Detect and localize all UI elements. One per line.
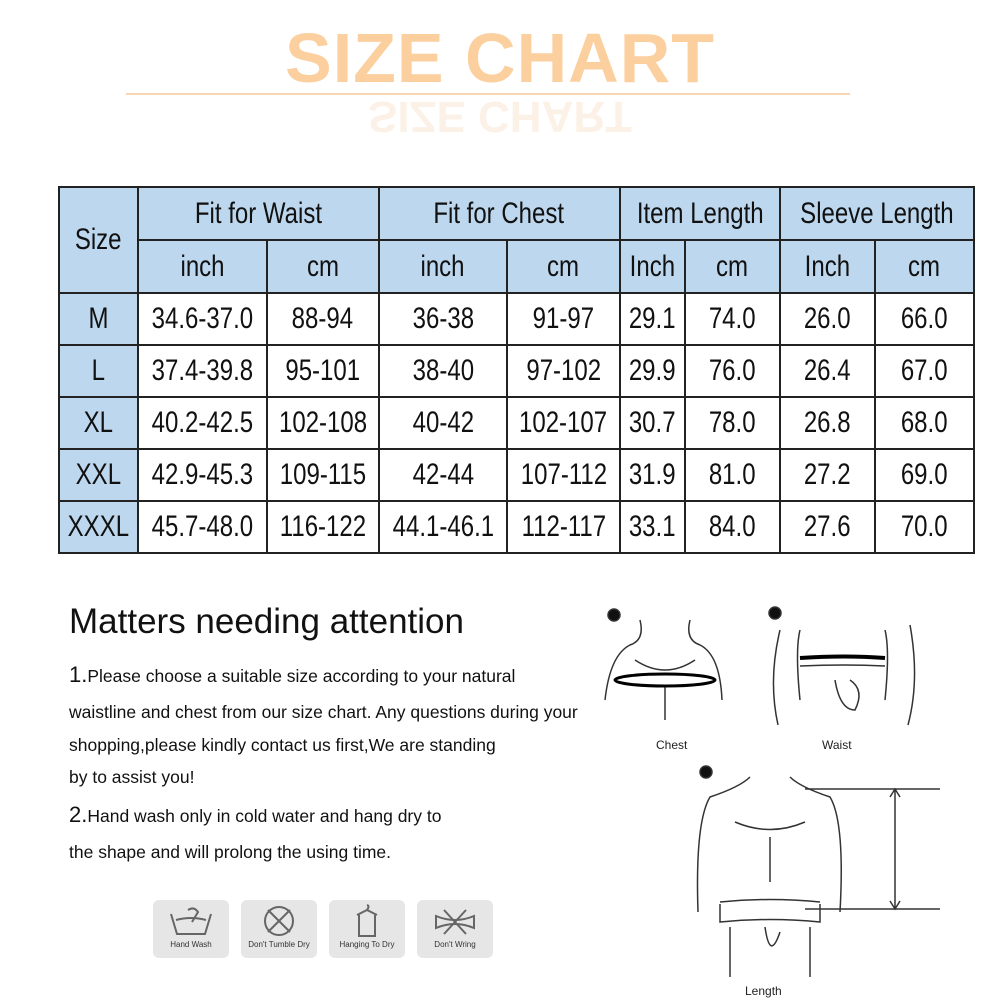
note-line: 2.Hand wash only in cold water and hang … xyxy=(69,802,442,827)
value-cell: 26.0 xyxy=(778,292,877,346)
value-cell: 91-97 xyxy=(506,292,621,346)
value-cell: 26.4 xyxy=(778,344,877,398)
care-no-wring: Don't Wring xyxy=(417,900,493,958)
table-row: XL 40.2-42.5 102-108 40-42 102-107 30.7 78.0 26… xyxy=(58,396,975,450)
value-cell: 42.9-45.3 xyxy=(136,448,268,502)
value-cell: 116-122 xyxy=(265,500,380,554)
value-cell: 68.0 xyxy=(874,396,975,450)
unit-header: inch xyxy=(136,239,268,294)
waist-caption: Waist xyxy=(822,738,852,752)
unit-header: cm xyxy=(683,239,781,294)
value-cell: 112-117 xyxy=(506,500,621,554)
value-cell: 26.8 xyxy=(778,396,877,450)
size-header: Size xyxy=(58,186,139,294)
value-cell: 84.0 xyxy=(683,500,781,554)
value-cell: 30.7 xyxy=(618,396,686,450)
size-cell: XXL xyxy=(58,448,139,502)
group-header: Fit for Chest xyxy=(377,186,621,241)
page-title: SIZE CHART xyxy=(285,19,715,97)
chest-figure xyxy=(604,608,723,720)
value-cell: 31.9 xyxy=(618,448,686,502)
unit-header: cm xyxy=(265,239,380,294)
unit-header: inch xyxy=(377,239,509,294)
table-row: XXXL 45.7-48.0 116-122 44.1-46.1 112-117 33.1… xyxy=(58,500,975,554)
waist-figure xyxy=(768,606,916,726)
group-header: Fit for Waist xyxy=(136,186,380,241)
value-cell: 76.0 xyxy=(683,344,781,398)
notes-heading: Matters needing attention xyxy=(69,602,464,641)
value-cell: 88-94 xyxy=(265,292,380,346)
unit-header: Inch xyxy=(778,239,877,294)
note-line: 1.Please choose a suitable size accordin… xyxy=(69,662,516,687)
value-cell: 38-40 xyxy=(377,344,509,398)
value-cell: 102-108 xyxy=(265,396,380,450)
size-cell: M xyxy=(58,292,139,346)
value-cell: 97-102 xyxy=(506,344,621,398)
value-cell: 36-38 xyxy=(377,292,509,346)
note-line: by to assist you! xyxy=(69,767,195,787)
care-icons: Hand Wash Don't Tumble Dry Hanging To Dr… xyxy=(153,900,493,958)
group-header: Item Length xyxy=(618,186,781,241)
note-line: waistline and chest from our size chart.… xyxy=(69,702,578,722)
value-cell: 45.7-48.0 xyxy=(136,500,268,554)
value-cell: 40.2-42.5 xyxy=(136,396,268,450)
care-no-tumble-dry: Don't Tumble Dry xyxy=(241,900,317,958)
value-cell: 42-44 xyxy=(377,448,509,502)
value-cell: 102-107 xyxy=(506,396,621,450)
value-cell: 69.0 xyxy=(874,448,975,502)
table-row: L 37.4-39.8 95-101 38-40 97-102 29.9 76.0 26.4 6… xyxy=(58,344,975,398)
value-cell: 95-101 xyxy=(265,344,380,398)
unit-header: cm xyxy=(874,239,975,294)
size-table: Size Fit for Waist Fit for Chest Item Le… xyxy=(58,186,975,554)
value-cell: 81.0 xyxy=(683,448,781,502)
care-hang-dry: Hanging To Dry xyxy=(329,900,405,958)
no-wring-icon xyxy=(435,909,475,935)
length-caption: Length xyxy=(745,984,782,998)
group-header: Sleeve Length xyxy=(778,186,975,241)
hang-dry-icon xyxy=(356,904,378,937)
value-cell: 74.0 xyxy=(683,292,781,346)
value-cell: 37.4-39.8 xyxy=(136,344,268,398)
size-cell: L xyxy=(58,344,139,398)
value-cell: 33.1 xyxy=(618,500,686,554)
value-cell: 40-42 xyxy=(377,396,509,450)
value-cell: 44.1-46.1 xyxy=(377,500,509,554)
value-cell: 66.0 xyxy=(874,292,975,346)
size-cell: XXXL xyxy=(58,500,139,554)
note-line: the shape and will prolong the using tim… xyxy=(69,842,392,862)
value-cell: 34.6-37.0 xyxy=(136,292,268,346)
value-cell: 67.0 xyxy=(874,344,975,398)
title-reflection: SIZE CHART xyxy=(368,95,632,141)
length-figure xyxy=(696,765,940,977)
title-divider xyxy=(126,93,850,95)
care-hand-wash: Hand Wash xyxy=(153,900,229,958)
value-cell: 107-112 xyxy=(506,448,621,502)
value-cell: 70.0 xyxy=(874,500,975,554)
value-cell: 78.0 xyxy=(683,396,781,450)
unit-header: Inch xyxy=(618,239,686,294)
note-line: shopping,please kindly contact us first,… xyxy=(69,735,496,755)
hand-wash-icon xyxy=(170,907,212,935)
value-cell: 27.6 xyxy=(778,500,877,554)
size-cell: XL xyxy=(58,396,139,450)
value-cell: 27.2 xyxy=(778,448,877,502)
value-cell: 29.1 xyxy=(618,292,686,346)
no-tumble-dry-icon xyxy=(264,906,294,936)
value-cell: 109-115 xyxy=(265,448,380,502)
table-row: XXL 42.9-45.3 109-115 42-44 107-112 31.9 81.0 2… xyxy=(58,448,975,502)
table-row: M 34.6-37.0 88-94 36-38 91-97 29.1 74.0 26.0 66.… xyxy=(58,292,975,346)
value-cell: 29.9 xyxy=(618,344,686,398)
chest-caption: Chest xyxy=(656,738,688,752)
unit-header: cm xyxy=(506,239,621,294)
